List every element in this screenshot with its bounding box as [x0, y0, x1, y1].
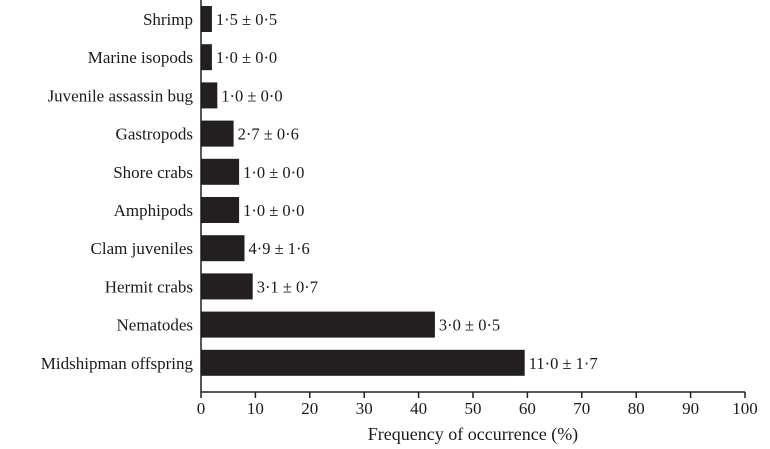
- data-label-7: 3·1 ± 0·7: [257, 277, 318, 296]
- category-label-3: Gastropods: [116, 125, 193, 144]
- data-label-6: 4·9 ± 1·6: [249, 239, 310, 258]
- category-label-8: Nematodes: [117, 316, 193, 335]
- bar-9: [201, 349, 525, 376]
- category-label-0: Shrimp: [143, 10, 193, 29]
- bar-1: [201, 44, 212, 71]
- x-tick-label-10: 100: [732, 399, 758, 418]
- data-label-2: 1·0 ± 0·0: [221, 86, 282, 105]
- bar-8: [201, 311, 435, 338]
- category-label-6: Clam juveniles: [91, 239, 193, 258]
- category-label-1: Marine isopods: [88, 48, 193, 67]
- x-tick-label-9: 90: [682, 399, 699, 418]
- bar-7: [201, 273, 253, 300]
- x-tick-label-3: 30: [356, 399, 373, 418]
- category-label-9: Midshipman offspring: [41, 354, 194, 373]
- category-label-2: Juvenile assassin bug: [48, 86, 194, 105]
- x-tick-label-5: 50: [465, 399, 482, 418]
- x-tick-label-8: 80: [628, 399, 645, 418]
- category-label-4: Shore crabs: [113, 163, 193, 182]
- data-label-0: 1·5 ± 0·5: [216, 10, 277, 29]
- axes-layer: 0 10 20 30 40 50 60 70 80 90 100: [197, 0, 758, 418]
- data-label-1: 1·0 ± 0·0: [216, 48, 277, 67]
- x-tick-label-1: 10: [247, 399, 264, 418]
- data-label-3: 2·7 ± 0·6: [238, 125, 299, 144]
- x-axis-title: Frequency of occurrence (%): [368, 424, 578, 445]
- x-tick-label-7: 70: [573, 399, 590, 418]
- category-label-7: Hermit crabs: [105, 277, 193, 296]
- bar-3: [201, 120, 234, 147]
- bar-0: [201, 6, 212, 32]
- category-label-5: Amphipods: [114, 201, 193, 220]
- data-label-8: 3·0 ± 0·5: [439, 316, 500, 335]
- bar-6: [201, 235, 245, 262]
- data-label-4: 1·0 ± 0·0: [243, 163, 304, 182]
- bar-2: [201, 82, 218, 109]
- data-label-5: 1·0 ± 0·0: [243, 201, 304, 220]
- x-tick-label-6: 60: [519, 399, 536, 418]
- bars-layer: Shrimp 1·5 ± 0·5 Marine isopods 1·0 ± 0·0 Ju…: [41, 6, 598, 376]
- bar-5: [201, 197, 240, 223]
- x-tick-label-0: 0: [197, 399, 206, 418]
- bar-4: [201, 158, 240, 185]
- x-tick-label-4: 40: [410, 399, 427, 418]
- data-label-9: 11·0 ± 1·7: [529, 354, 598, 373]
- x-tick-label-2: 20: [301, 399, 318, 418]
